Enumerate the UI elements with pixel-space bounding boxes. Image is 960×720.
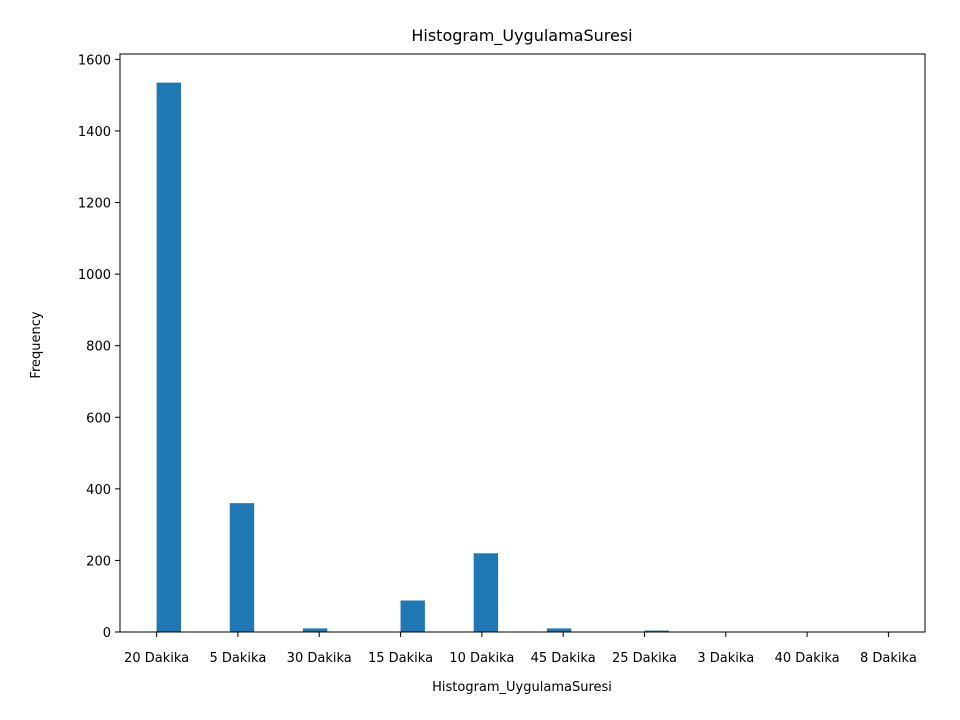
x-axis-ticks: 20 Dakika 5 Dakika 30 Dakika 15 Dakika 10 Da… [124, 632, 917, 666]
x-tick-label-0: 20 Dakika [124, 651, 189, 666]
x-tick-label-1: 5 Dakika [210, 651, 267, 666]
x-axis-label: Histogram_UygulamaSuresi [432, 680, 612, 695]
histogram-bar-1 [230, 503, 254, 632]
y-tick-label-8: 1600 [78, 53, 111, 68]
histogram-bar-0 [157, 83, 181, 632]
x-tick-label-6: 25 Dakika [612, 651, 677, 666]
x-tick-label-4: 10 Dakika [449, 651, 514, 666]
y-tick-label-6: 1200 [78, 197, 111, 212]
x-tick-label-3: 15 Dakika [368, 651, 433, 666]
y-tick-label-5: 1000 [78, 268, 111, 283]
x-tick-label-7: 3 Dakika [697, 651, 754, 666]
y-tick-label-0: 0 [103, 626, 111, 641]
histogram-bar-2 [303, 628, 327, 632]
histogram-bar-5 [474, 553, 498, 632]
y-tick-label-3: 600 [86, 411, 111, 426]
y-axis-ticks: 0 200 400 600 800 1000 1200 1400 1600 [78, 53, 120, 641]
x-tick-label-2: 30 Dakika [287, 651, 352, 666]
y-axis-label: Frequency [29, 311, 44, 378]
y-tick-label-1: 200 [86, 554, 111, 569]
y-tick-label-7: 1400 [78, 125, 111, 140]
y-tick-label-2: 400 [86, 483, 111, 498]
histogram-bar-4 [401, 601, 425, 632]
bars-group [157, 83, 889, 632]
chart-title: Histogram_UygulamaSuresi [411, 26, 632, 46]
x-tick-label-5: 45 Dakika [531, 651, 596, 666]
y-tick-label-4: 800 [86, 340, 111, 355]
x-tick-label-8: 40 Dakika [775, 651, 840, 666]
histogram-bar-6 [547, 628, 571, 632]
x-tick-label-9: 8 Dakika [860, 651, 917, 666]
